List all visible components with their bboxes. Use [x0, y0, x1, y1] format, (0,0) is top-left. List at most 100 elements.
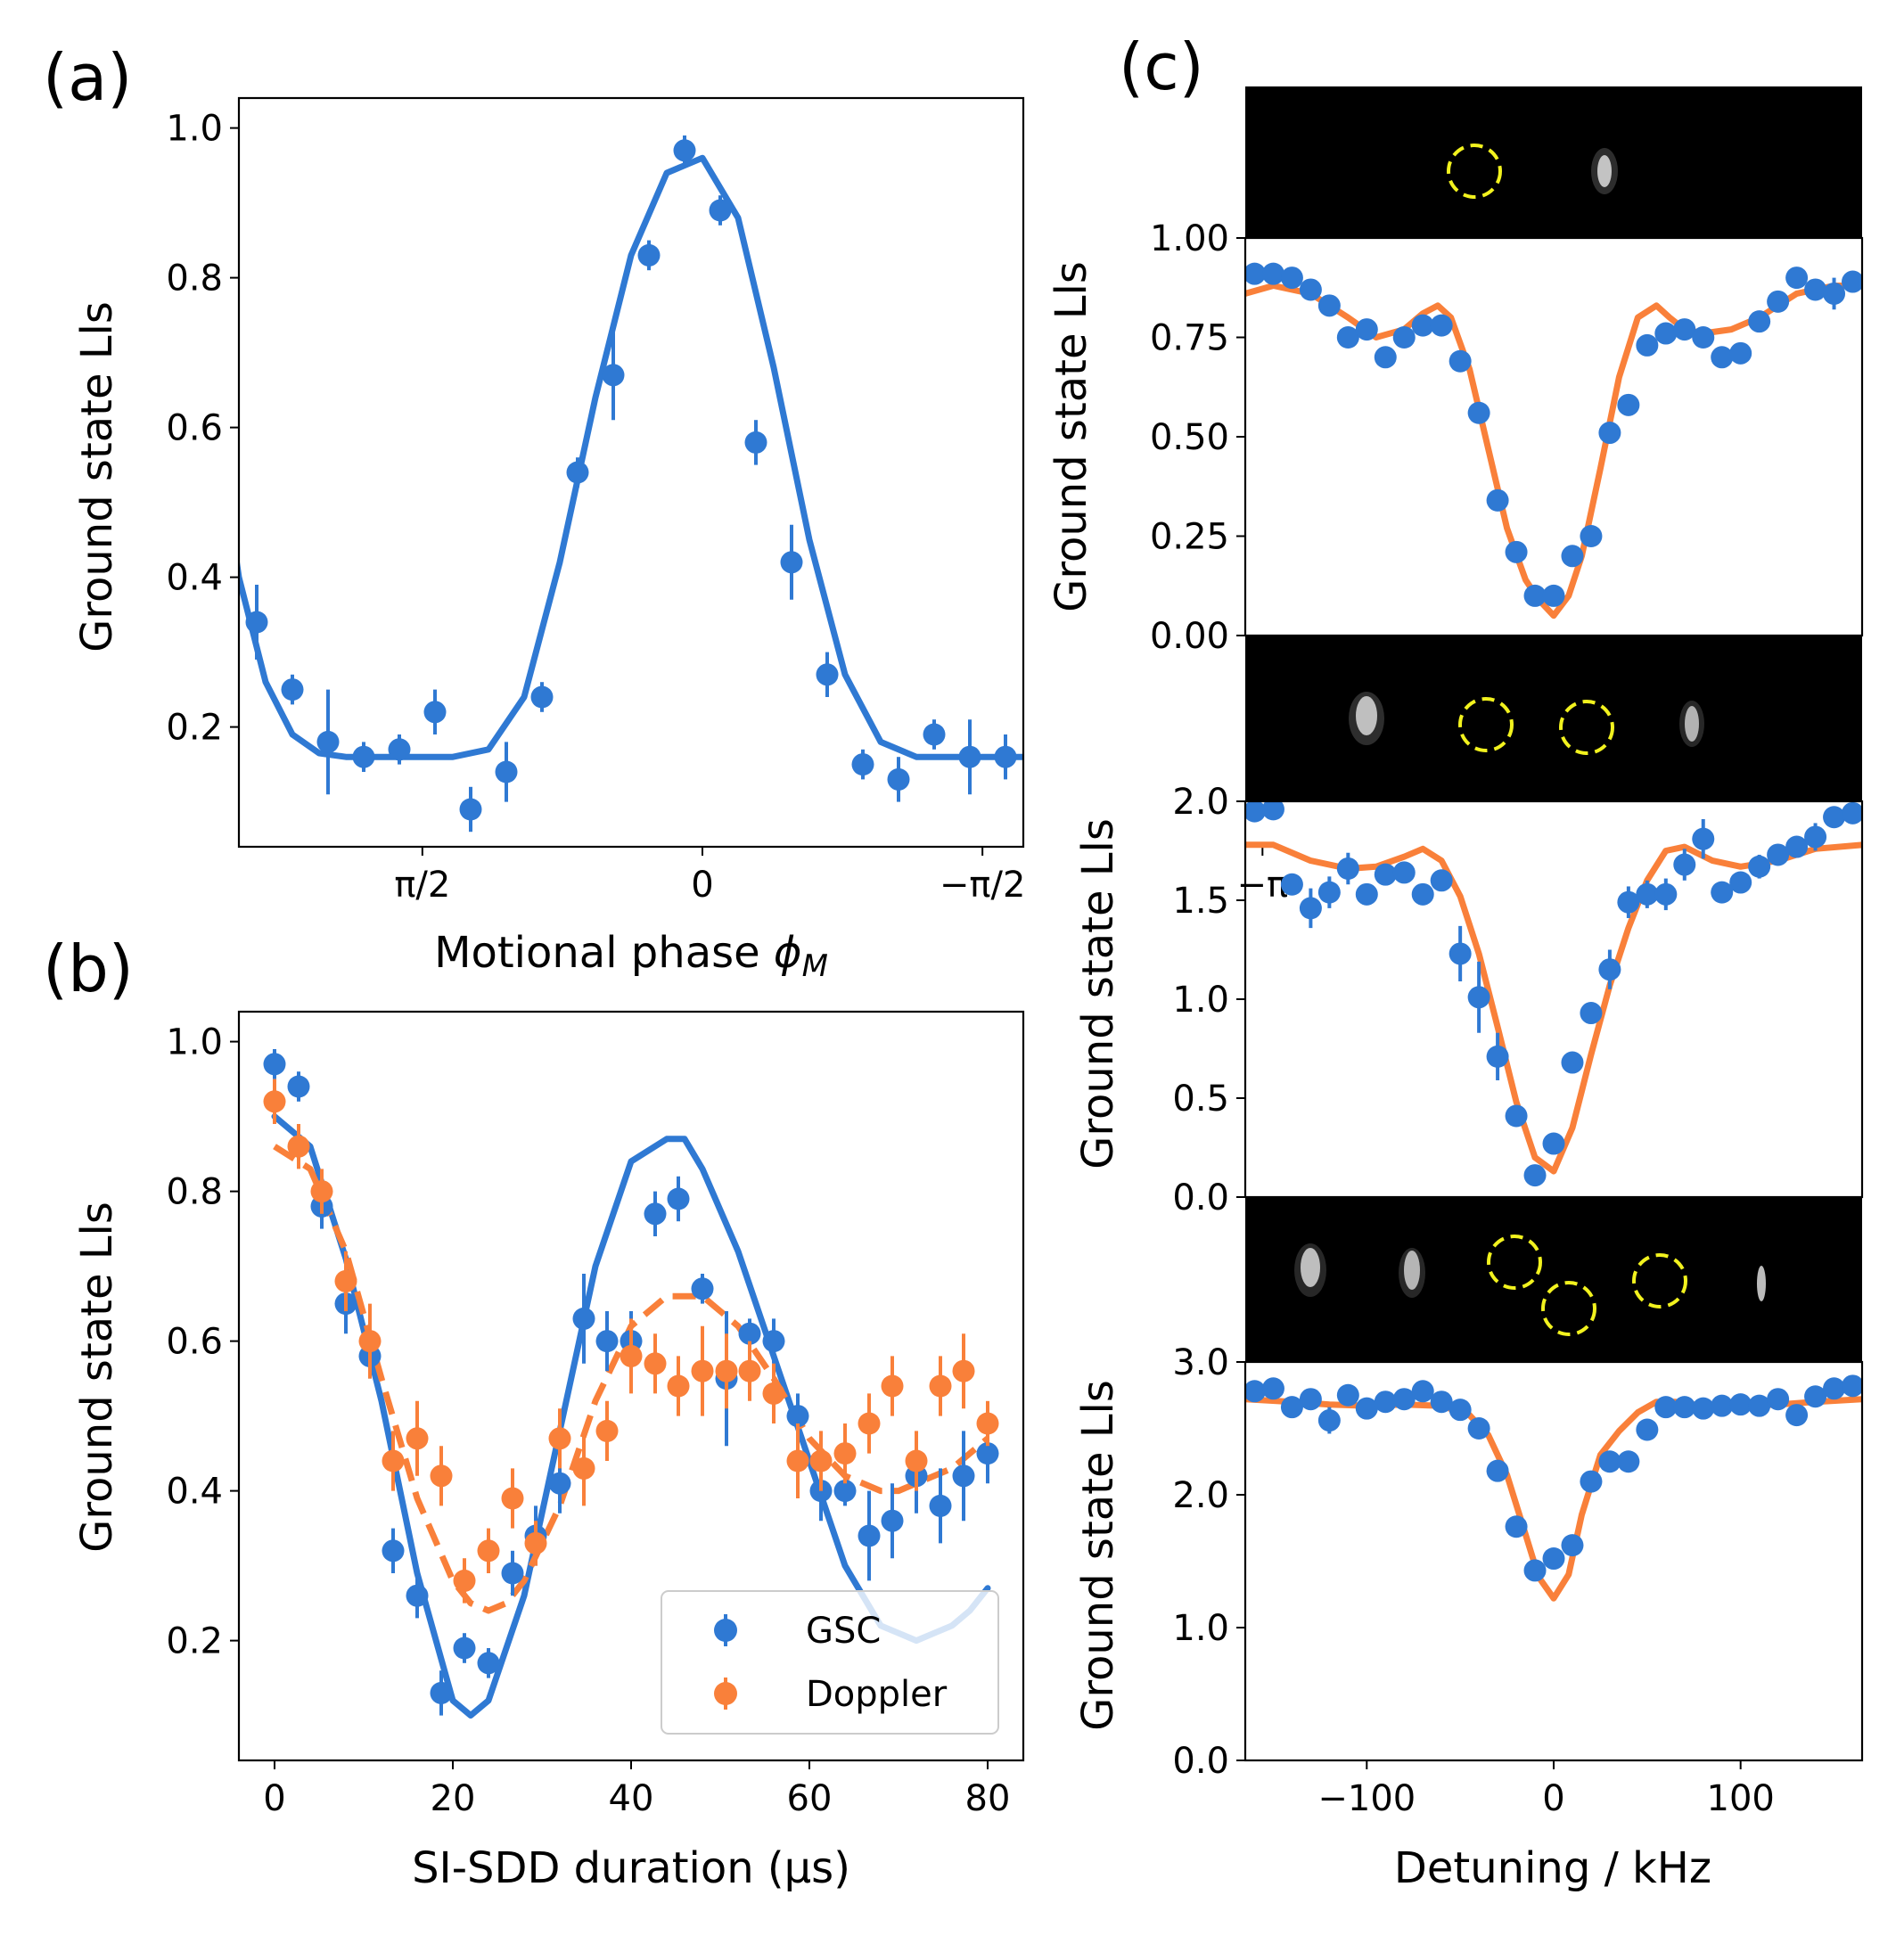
data-point-b-1-23 — [809, 1449, 833, 1473]
data-point-c3-0-8 — [1392, 1388, 1416, 1411]
data-point-a-0-4 — [352, 745, 375, 768]
data-point-b-1-10 — [501, 1487, 524, 1510]
xtick-label-a-2: −π/2 — [940, 865, 1026, 906]
data-point-b-1-3 — [334, 1269, 357, 1292]
xlabel-c: Detuning / kHz — [1394, 1843, 1711, 1893]
data-point-a-0-9 — [530, 685, 554, 709]
data-point-a-0-21 — [958, 745, 981, 768]
data-point-c2-0-4 — [1317, 881, 1341, 904]
data-point-b-1-20 — [738, 1359, 761, 1382]
ytick-label-c1-2: 0.50 — [1150, 417, 1229, 458]
data-point-a-0-8 — [495, 760, 518, 783]
data-point-c3-0-30 — [1804, 1385, 1827, 1408]
data-point-c2-0-32 — [1842, 801, 1862, 824]
legend-box — [661, 1590, 999, 1735]
data-point-b-0-7 — [430, 1681, 453, 1704]
data-point-c2-0-5 — [1336, 857, 1359, 880]
data-point-c1-0-26 — [1729, 341, 1752, 365]
data-point-c1-0-15 — [1523, 584, 1547, 607]
data-point-c3-0-27 — [1748, 1394, 1771, 1417]
data-point-c2-0-11 — [1449, 942, 1472, 965]
ion-3b — [1404, 1251, 1420, 1290]
data-point-c3-0-13 — [1486, 1459, 1509, 1482]
data-point-c3-0-14 — [1505, 1515, 1528, 1538]
data-point-a-0-22 — [994, 745, 1017, 768]
data-point-c1-0-17 — [1561, 545, 1584, 568]
xtick-label-c3-1: 0 — [1542, 1778, 1564, 1819]
data-point-c1-0-27 — [1748, 310, 1771, 333]
data-point-c2-0-30 — [1804, 825, 1827, 849]
data-point-b-1-29 — [952, 1359, 975, 1382]
data-point-b-0-30 — [976, 1442, 999, 1465]
data-point-b-1-4 — [358, 1330, 382, 1353]
data-point-c3-0-9 — [1411, 1380, 1434, 1403]
data-point-c1-0-11 — [1449, 349, 1472, 373]
data-point-a-0-12 — [637, 243, 661, 267]
data-point-c1-0-1 — [1261, 262, 1284, 285]
ion-glow-3b — [1399, 1248, 1425, 1298]
data-point-b-1-5 — [382, 1449, 405, 1473]
data-point-a-0-25 — [1102, 581, 1124, 603]
data-point-c3-0-17 — [1561, 1534, 1584, 1557]
data-point-c3-0-22 — [1654, 1396, 1678, 1419]
data-point-c3-0-20 — [1617, 1450, 1640, 1473]
data-point-c2-0-21 — [1636, 882, 1659, 906]
ylabel-a: Ground state Lls — [72, 301, 122, 652]
ytick-label-c1-1: 0.25 — [1150, 517, 1229, 558]
data-point-b-1-0 — [263, 1090, 286, 1113]
data-point-c1-0-29 — [1785, 267, 1809, 290]
data-point-c3-0-16 — [1542, 1547, 1565, 1571]
data-point-a-0-23 — [1030, 738, 1053, 760]
ylabel-c2: Ground state Lls — [1073, 818, 1123, 1169]
data-point-c1-0-23 — [1673, 318, 1696, 341]
data-point-c1-0-18 — [1580, 525, 1603, 547]
panel-label-b: (b) — [43, 931, 134, 1006]
data-point-b-0-21 — [762, 1330, 785, 1353]
ytick-label-b-1: 0.4 — [166, 1472, 223, 1513]
data-point-a-0-26 — [1137, 372, 1160, 394]
data-point-c1-0-20 — [1617, 393, 1640, 416]
data-point-c2-0-28 — [1767, 843, 1790, 866]
ion-3c — [1757, 1266, 1766, 1301]
data-point-c1-0-30 — [1804, 278, 1827, 301]
data-point-b-1-25 — [858, 1412, 881, 1435]
data-point-c1-0-14 — [1505, 540, 1528, 563]
data-point-b-1-13 — [572, 1456, 595, 1480]
data-point-b-1-7 — [430, 1464, 453, 1488]
plot-c2: 0.0 0.5 1.0 1.5 2.0 — [1172, 782, 1864, 1218]
data-point-c3-0-24 — [1692, 1397, 1715, 1420]
data-point-c1-0-21 — [1636, 333, 1659, 357]
legend-doppler-label: Doppler — [806, 1674, 948, 1715]
data-point-c3-0-0 — [1245, 1380, 1266, 1403]
camera-background-2 — [1245, 636, 1862, 801]
data-point-c1-0-16 — [1542, 584, 1565, 607]
data-point-c3-0-15 — [1523, 1559, 1547, 1582]
ytick-label-b-4: 1.0 — [166, 1022, 223, 1063]
data-point-b-0-28 — [929, 1494, 952, 1517]
data-point-b-1-11 — [524, 1531, 547, 1555]
data-point-a-0-31 — [1316, 364, 1338, 386]
panel-label-a: (a) — [43, 40, 132, 115]
data-point-c2-0-26 — [1729, 871, 1752, 894]
data-point-c2-0-17 — [1561, 1051, 1584, 1074]
data-point-b-0-25 — [858, 1524, 881, 1547]
data-point-c2-0-22 — [1654, 882, 1678, 906]
xlabel-a: Motional phase ϕM — [434, 928, 828, 984]
data-point-c3-0-21 — [1636, 1418, 1659, 1441]
data-point-b-1-1 — [287, 1135, 310, 1158]
data-point-c2-0-12 — [1467, 986, 1490, 1009]
data-point-b-0-5 — [382, 1539, 405, 1563]
data-point-c3-0-1 — [1261, 1377, 1284, 1400]
data-point-c1-0-13 — [1486, 488, 1509, 512]
ion-glow-2a — [1349, 692, 1384, 745]
xtick-label-b-1: 20 — [431, 1778, 476, 1819]
data-point-c2-0-9 — [1411, 882, 1434, 906]
xtick-label-a-1: 0 — [691, 865, 713, 906]
data-point-a-0-16 — [780, 551, 803, 574]
data-point-c2-0-1 — [1261, 801, 1284, 821]
data-point-c1-0-31 — [1823, 282, 1846, 305]
axes-frame-c3 — [1243, 1360, 1864, 1762]
data-point-c2-0-8 — [1392, 861, 1416, 884]
data-point-c2-0-29 — [1785, 835, 1809, 858]
data-point-c1-0-4 — [1317, 294, 1341, 317]
